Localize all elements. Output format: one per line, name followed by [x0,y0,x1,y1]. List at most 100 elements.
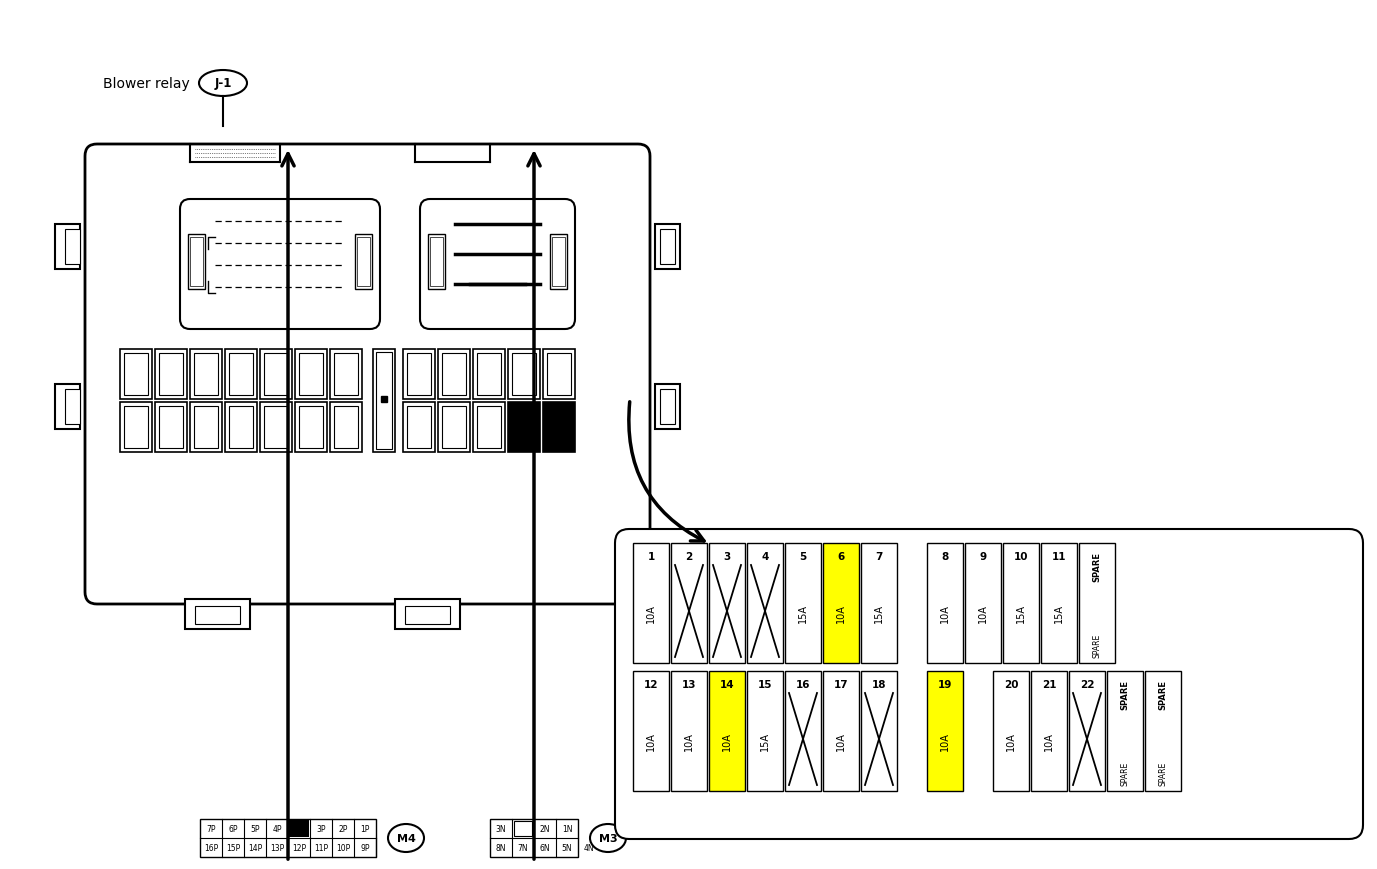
Bar [196,607,240,624]
Bar [264,354,288,395]
Bar [335,354,358,395]
Bar [1080,543,1115,663]
Ellipse shape [388,824,424,852]
Bar [633,543,669,663]
Bar [709,671,745,791]
Text: 10A: 10A [836,732,845,751]
Bar [158,407,183,448]
Bar [124,354,147,395]
Bar [403,402,435,453]
Text: 20: 20 [1004,680,1018,689]
Ellipse shape [200,71,246,96]
Text: 21: 21 [1042,680,1056,689]
Text: 3: 3 [723,551,731,561]
Text: 2N: 2N [540,824,551,833]
Bar [1107,671,1143,791]
Bar [1146,671,1181,791]
Text: 16P: 16P [204,843,218,852]
Text: 12P: 12P [292,843,306,852]
Bar [357,238,370,287]
Bar [474,402,505,453]
Text: 2P: 2P [339,824,347,833]
Text: 13: 13 [682,680,697,689]
Text: 9: 9 [979,551,986,561]
Text: 10A: 10A [1007,732,1016,751]
Bar [1002,543,1040,663]
Bar [395,600,460,629]
Text: 10A: 10A [940,732,950,751]
Text: 3P: 3P [317,824,326,833]
Bar [200,819,376,857]
Bar [1069,671,1104,791]
Text: 15P: 15P [226,843,240,852]
Bar [514,821,532,836]
Bar [442,407,465,448]
Text: 6: 6 [837,551,844,561]
Text: 10A: 10A [940,604,950,623]
Bar [194,407,218,448]
Text: 8: 8 [942,551,949,561]
Text: SPARE: SPARE [1121,761,1129,785]
Bar [156,402,187,453]
Text: 1P: 1P [361,824,369,833]
Bar [295,349,326,400]
Text: 5N: 5N [562,843,573,852]
Text: 10A: 10A [684,732,694,751]
Bar [376,353,392,449]
Bar [295,402,326,453]
FancyBboxPatch shape [180,200,380,329]
Text: 10A: 10A [646,604,655,623]
Text: SPARE: SPARE [1092,551,1102,581]
Bar [709,543,745,663]
Text: SPARE: SPARE [1158,761,1168,785]
Bar [299,407,324,448]
Bar [442,354,465,395]
Text: 10A: 10A [646,732,655,751]
Bar [543,402,576,453]
Text: 19: 19 [938,680,952,689]
Text: 1: 1 [647,551,654,561]
Text: 14P: 14P [248,843,262,852]
Text: SPARE: SPARE [1158,680,1168,709]
Bar [65,389,80,425]
Bar [438,349,470,400]
Bar [552,238,565,287]
Bar [508,402,540,453]
Bar [289,820,308,837]
Bar [190,349,222,400]
Bar [746,543,784,663]
Text: 15A: 15A [799,604,808,623]
Text: 15A: 15A [1016,604,1026,623]
Bar [861,671,896,791]
Text: 13P: 13P [270,843,284,852]
Text: 11: 11 [1052,551,1066,561]
Bar [861,543,896,663]
Bar [428,235,445,289]
Text: 4P: 4P [273,824,282,833]
Bar [229,407,253,448]
Bar [158,354,183,395]
Bar [965,543,1001,663]
Bar [543,349,576,400]
Text: 17: 17 [833,680,848,689]
Bar [438,402,470,453]
Text: 4N: 4N [584,843,595,852]
Text: 14: 14 [720,680,734,689]
Text: 1N: 1N [562,824,573,833]
Bar [785,543,821,663]
Bar [335,407,358,448]
FancyBboxPatch shape [85,145,650,604]
Text: 15A: 15A [760,732,770,751]
Bar [476,407,501,448]
Text: 6P: 6P [229,824,238,833]
Bar [260,349,292,400]
Bar [476,354,501,395]
Bar [124,407,147,448]
Text: 16: 16 [796,680,810,689]
Bar [190,238,202,287]
Bar [224,402,257,453]
Text: 15A: 15A [874,604,884,623]
Text: 15A: 15A [1053,604,1064,623]
Text: 10P: 10P [336,843,350,852]
Bar [655,385,680,429]
